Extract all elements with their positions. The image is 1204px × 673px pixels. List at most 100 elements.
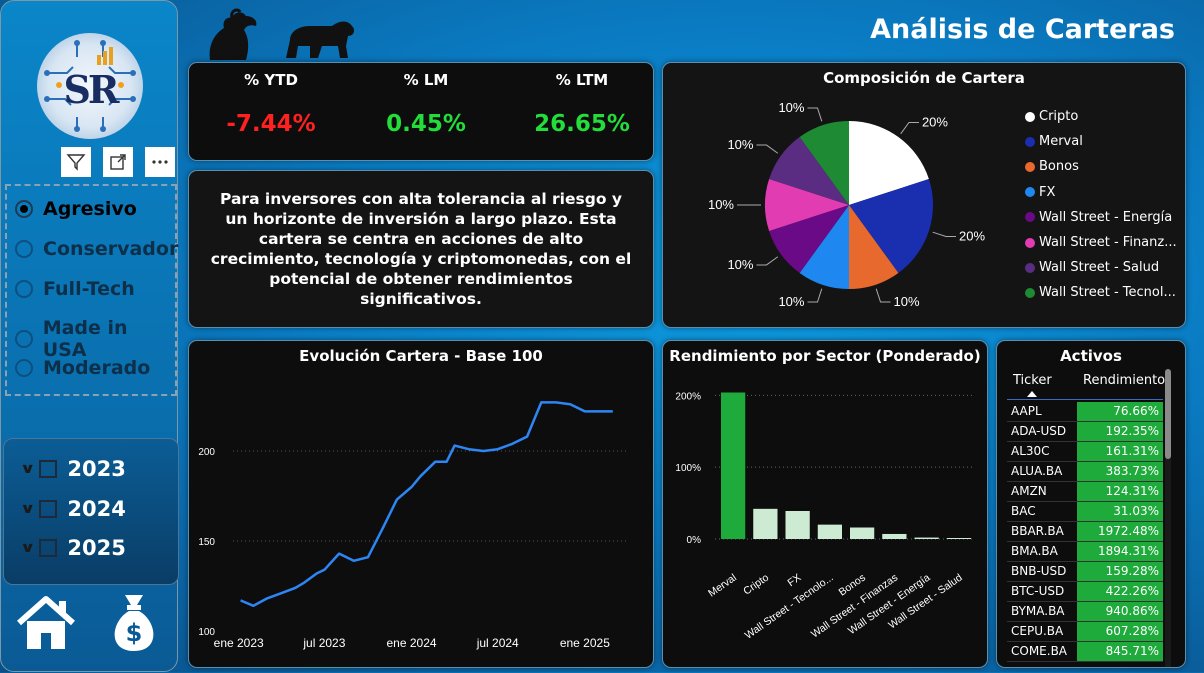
sector-bar[interactable] [785,510,810,539]
table-row[interactable]: BTC-USD 422.26% [1007,582,1163,602]
sector-bar[interactable] [721,392,746,539]
pie-data-label: 20% [922,114,948,129]
pie-slice[interactable] [765,179,849,231]
table-row[interactable]: AL30C 161.31% [1007,442,1163,462]
pie-slice[interactable] [849,205,899,289]
chevron-down-icon[interactable]: ∨ [19,461,36,477]
ticker-cell: ALUA.BA [1011,464,1063,478]
table-row[interactable]: CEPU.BA 607.28% [1007,622,1163,642]
legend-item[interactable]: Wall Street - Salud [1025,260,1159,275]
portfolio-option-conservador[interactable]: Conservador [15,238,178,260]
evolution-series-line[interactable] [240,401,613,608]
portfolio-option-label: Conservador [43,238,179,260]
pie-slice[interactable] [769,137,849,205]
legend-label: Wall Street - Energía [1039,209,1173,225]
evolution-title: Evolución Cartera - Base 100 [299,347,543,365]
x-tick-label: ene 2023 [214,636,264,650]
radio-selected-icon [15,200,33,218]
checkbox-icon[interactable] [39,500,58,518]
legend-swatch [1025,237,1035,248]
table-row[interactable]: COME.BA 845.71% [1007,642,1163,662]
pie-data-label: 10% [778,294,804,309]
composition-card: Composición de Cartera 20% 20% 10% 10% 10% 10… [662,62,1186,328]
portfolio-option-label: Made in USA [42,317,128,361]
sector-bar[interactable] [817,524,842,539]
legend-swatch [1025,262,1035,273]
x-tick-label: Merval [706,572,739,600]
return-cell: 1894.31% [1077,542,1163,561]
legend-swatch [1025,187,1035,198]
pie-leader-line [756,144,779,154]
composition-pie-chart: 20% 20% 10% 10% 10% 10% 10% 10% [708,100,985,309]
legend-item[interactable]: Cripto [1025,109,1078,124]
sector-bar[interactable] [753,508,778,539]
x-tick-label: ene 2024 [387,636,437,650]
pie-slice[interactable] [849,179,933,273]
year-label: 2025 [67,536,126,560]
table-row[interactable]: ALUA.BA 383.73% [1007,462,1163,482]
scrollbar-thumb[interactable] [1165,369,1171,459]
pie-data-label: 20% [959,229,985,244]
legend-swatch [1025,161,1035,172]
year-option-2024[interactable]: ∨ 2024 [19,497,126,521]
legend-swatch [1025,111,1035,122]
table-row[interactable]: AMZN 124.31% [1007,482,1163,502]
checkbox-icon[interactable] [39,460,58,478]
home-icon[interactable] [15,595,77,653]
table-row[interactable]: ADA-USD 192.35% [1007,422,1163,442]
more-options-icon[interactable] [145,147,175,177]
logo-text: SR [63,67,119,112]
pie-slice[interactable] [799,121,849,205]
evolution-line-chart: 100 150 200 ene 2023 jul 2023 ene 2024 jul 202… [198,401,627,650]
column-header-return[interactable]: Rendimiento [1083,373,1166,388]
pie-slice[interactable] [769,205,849,273]
return-cell: 607.28% [1077,622,1163,641]
year-label: 2023 [67,457,126,481]
chevron-down-icon[interactable]: ∨ [19,540,36,556]
portfolio-option-full-tech[interactable]: Full-Tech [15,278,135,300]
pie-leader-line [807,107,823,122]
legend-item[interactable]: Bonos [1025,159,1079,174]
sector-bar[interactable] [946,538,971,539]
legend-item[interactable]: Wall Street - Tecnol... [1025,285,1176,300]
table-row[interactable]: BAC 31.03% [1007,502,1163,522]
table-row[interactable]: BNB-USD 159.28% [1007,562,1163,582]
logo: SR [37,33,143,139]
sector-bar[interactable] [850,527,875,539]
focus-mode-icon[interactable] [103,147,133,177]
year-option-2025[interactable]: ∨ 2025 [19,536,126,560]
return-cell: 422.26% [1077,582,1163,601]
column-header-ticker[interactable]: Ticker [1013,373,1052,388]
checkbox-icon[interactable] [39,539,58,557]
return-cell: 31.03% [1077,502,1163,521]
filter-icon[interactable] [61,147,91,177]
pie-data-label: 10% [894,294,920,309]
legend-item[interactable]: FX [1025,185,1055,200]
legend-item[interactable]: Wall Street - Energía [1025,210,1172,225]
table-row[interactable]: BYMA.BA 940.86% [1007,602,1163,622]
legend-item[interactable]: Wall Street - Finanz... [1025,235,1177,250]
pie-slice[interactable] [849,121,929,205]
table-row[interactable]: BBAR.BA 1972.48% [1007,522,1163,542]
sector-bar[interactable] [914,537,939,539]
portfolio-option-moderado[interactable]: Moderado [15,357,150,379]
table-row[interactable]: BMA.BA 1894.31% [1007,542,1163,562]
kpi-ytd-value: -7.44% [226,111,316,137]
pie-leader-line [807,288,823,303]
year-label: 2024 [67,497,126,521]
money-bag-icon[interactable]: $ [105,591,163,655]
sort-ascending-icon[interactable] [1027,391,1037,397]
assets-scrollbar[interactable] [1165,369,1171,667]
pie-slice[interactable] [799,205,849,289]
legend-item[interactable]: Merval [1025,134,1083,149]
table-row[interactable]: AAPL 76.66% [1007,402,1163,422]
portfolio-option-agresivo[interactable]: Agresivo [15,198,137,220]
sector-bar[interactable] [882,533,907,539]
ticker-cell: CEPU.BA [1011,624,1064,638]
portfolio-option-made-in-usa[interactable]: Made in USA [15,317,175,361]
chevron-down-icon[interactable]: ∨ [19,501,36,517]
y-tick-label: 100% [675,463,701,474]
year-option-2023[interactable]: ∨ 2023 [19,457,126,481]
pie-leader-line [756,256,779,266]
ticker-cell: BYMA.BA [1011,604,1065,618]
